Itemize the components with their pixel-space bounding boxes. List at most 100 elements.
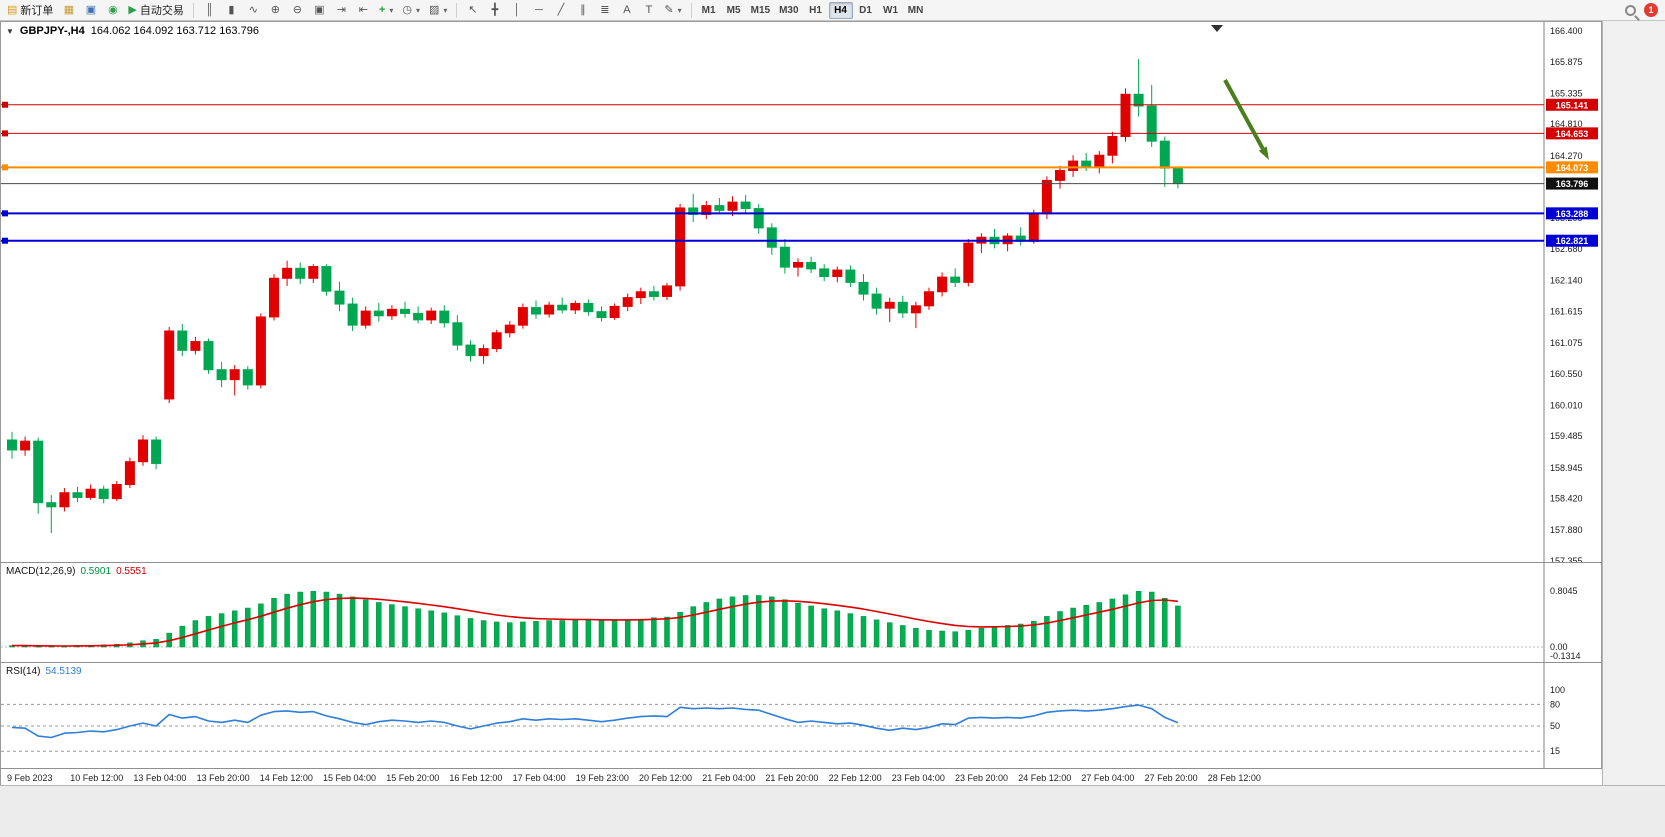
time-axis-label: 9 Feb 2023 bbox=[7, 773, 53, 783]
vertical-line-button[interactable]: │ bbox=[506, 1, 527, 19]
fibonacci-button[interactable]: ≣ bbox=[594, 1, 615, 19]
macd-bar bbox=[638, 618, 644, 648]
cursor-button[interactable]: ↖ bbox=[462, 1, 483, 19]
rsi-plot[interactable]: 100 80 50 15 bbox=[1, 663, 1603, 768]
candle-body bbox=[138, 439, 148, 463]
support-line-lower-price-tag[interactable] bbox=[1546, 234, 1598, 247]
macd-plot[interactable]: 0.8045 0.00-0.1314 bbox=[1, 563, 1603, 662]
timeframe-button-m1[interactable]: M1 bbox=[701, 4, 716, 16]
chevron-down-icon: ▾ bbox=[443, 5, 448, 15]
periods-button[interactable]: ◷ ▾ bbox=[398, 1, 424, 19]
timeframe-button-m15[interactable]: M15 bbox=[750, 4, 771, 16]
candle-body bbox=[819, 268, 830, 278]
price-plot[interactable]: 166.400 165.875 165.335 164.810 164.270 163.7… bbox=[1, 22, 1603, 562]
chart-window: ▼ GBPJPY-,H4 164.062 164.092 163.712 163… bbox=[0, 21, 1603, 786]
chart-shift-button[interactable]: ⇤ bbox=[353, 1, 374, 19]
candle bbox=[1094, 151, 1105, 174]
timeframe-button-mn[interactable]: MN bbox=[907, 4, 924, 16]
support-line-upper-price-tag[interactable] bbox=[1546, 207, 1598, 220]
shapes-button[interactable]: ✎ ▾ bbox=[660, 1, 685, 19]
line-chart-button[interactable]: ∿ bbox=[243, 1, 264, 19]
macd-signal-line bbox=[12, 597, 1178, 647]
price-tick-label: 157.355 bbox=[1550, 556, 1583, 562]
candle-body bbox=[950, 276, 961, 283]
macd-bar bbox=[677, 611, 683, 648]
candle bbox=[138, 435, 148, 466]
crosshair-button[interactable]: ╋ bbox=[484, 1, 505, 19]
bar-chart-icon: ║ bbox=[205, 3, 214, 16]
timeframe-button-w1[interactable]: W1 bbox=[883, 4, 899, 16]
timeframe-button-h4[interactable]: H4 bbox=[828, 1, 853, 19]
candle bbox=[33, 437, 44, 514]
resistance-line-lower-price-tag[interactable] bbox=[1546, 127, 1598, 140]
macd-bar bbox=[1031, 620, 1037, 648]
trendline-button[interactable]: ╱ bbox=[550, 1, 571, 19]
candle bbox=[177, 323, 188, 357]
support-line-upper-handle[interactable] bbox=[2, 210, 8, 217]
macd-pane[interactable]: MACD(12,26,9) 0.5901 0.5551 0.8045 0.00 -0… bbox=[1, 562, 1603, 662]
candle-body bbox=[910, 305, 921, 314]
macd-bar bbox=[1148, 591, 1155, 648]
candle-body bbox=[727, 201, 738, 211]
market-watch-button[interactable]: ◉ bbox=[102, 1, 123, 19]
price-chart-pane[interactable]: ▼ GBPJPY-,H4 164.062 164.092 163.712 163… bbox=[1, 22, 1603, 562]
zoom-in-button[interactable]: ⊕ bbox=[265, 1, 286, 19]
timeframe-button-d1[interactable]: D1 bbox=[859, 4, 872, 16]
candle bbox=[1120, 88, 1131, 142]
candle bbox=[1159, 136, 1170, 187]
resistance-line-upper-price-tag[interactable] bbox=[1546, 98, 1598, 111]
timeframe-button-m5[interactable]: M5 bbox=[726, 4, 741, 16]
pivot-line-orange-handle[interactable] bbox=[2, 164, 8, 171]
notification-badge[interactable]: 1 bbox=[1644, 3, 1658, 17]
new-chart-button[interactable]: ▦ bbox=[58, 1, 79, 19]
candle bbox=[1055, 165, 1065, 189]
rsi-pane[interactable]: RSI(14) 54.5139 100 80 50 15 bbox=[1, 662, 1603, 768]
macd-bar bbox=[1096, 602, 1103, 648]
symbol-period-label: GBPJPY-,H4 bbox=[19, 25, 85, 37]
indicators-button[interactable]: + ▾ bbox=[375, 1, 397, 19]
profiles-button[interactable]: ▣ bbox=[80, 1, 101, 19]
tile-windows-button[interactable]: ▣ bbox=[309, 1, 330, 19]
templates-button[interactable]: ▨ ▾ bbox=[425, 1, 451, 19]
resistance-line-upper-handle[interactable] bbox=[2, 101, 8, 108]
macd-bar bbox=[480, 620, 487, 648]
resistance-line-lower-handle[interactable] bbox=[2, 130, 8, 137]
auto-scroll-button[interactable]: ⇥ bbox=[331, 1, 352, 19]
bar-chart-button[interactable]: ║ bbox=[199, 1, 220, 19]
horizontal-line-button[interactable]: ─ bbox=[528, 1, 549, 19]
candlestick-button[interactable]: ▮ bbox=[221, 1, 242, 19]
macd-tick-label: 0.00 bbox=[1550, 642, 1568, 652]
time-axis[interactable]: 9 Feb 2023 10 Feb 12:00 13 Feb 04:00 13 Feb… bbox=[1, 768, 1603, 786]
macd-main-value: 0.5901 bbox=[80, 566, 112, 577]
candle bbox=[491, 329, 502, 353]
autotrading-button[interactable]: ▶ 自动交易 bbox=[124, 1, 187, 19]
new-order-button[interactable]: ▤ 新订单 bbox=[3, 1, 57, 19]
timeframe-button-m30[interactable]: M30 bbox=[779, 4, 799, 16]
ohlc-values: 164.062 164.092 163.712 163.796 bbox=[90, 25, 259, 37]
label-button[interactable]: T bbox=[638, 1, 659, 19]
candle bbox=[426, 307, 437, 324]
scroll-to-end-marker[interactable] bbox=[1211, 25, 1223, 32]
price-tick-label: 161.615 bbox=[1550, 306, 1583, 316]
zoom-out-button[interactable]: ⊖ bbox=[287, 1, 308, 19]
candle bbox=[714, 197, 725, 215]
pivot-line-orange-price-tag[interactable] bbox=[1546, 161, 1598, 174]
candle-body bbox=[557, 304, 568, 311]
text-button[interactable]: A bbox=[616, 1, 637, 19]
rsi-line bbox=[11, 704, 1179, 739]
candle-body bbox=[426, 310, 437, 321]
search-icon[interactable] bbox=[1625, 4, 1636, 16]
macd-bar bbox=[467, 618, 474, 648]
candle-body bbox=[793, 261, 803, 268]
price-tick-label: 165.875 bbox=[1550, 57, 1583, 67]
bid-price-line-price-tag[interactable] bbox=[1546, 177, 1598, 190]
macd-bar bbox=[389, 604, 395, 648]
channel-button[interactable]: ∥ bbox=[572, 1, 593, 19]
arrow-annotation[interactable] bbox=[1223, 79, 1269, 160]
timeframe-button-h1[interactable]: H1 bbox=[809, 4, 822, 16]
candle-body bbox=[111, 484, 122, 500]
one-click-trading-toggle[interactable]: ▼ bbox=[6, 26, 14, 36]
support-line-lower-handle[interactable] bbox=[2, 237, 8, 244]
candle bbox=[242, 366, 253, 390]
candle bbox=[976, 233, 987, 254]
